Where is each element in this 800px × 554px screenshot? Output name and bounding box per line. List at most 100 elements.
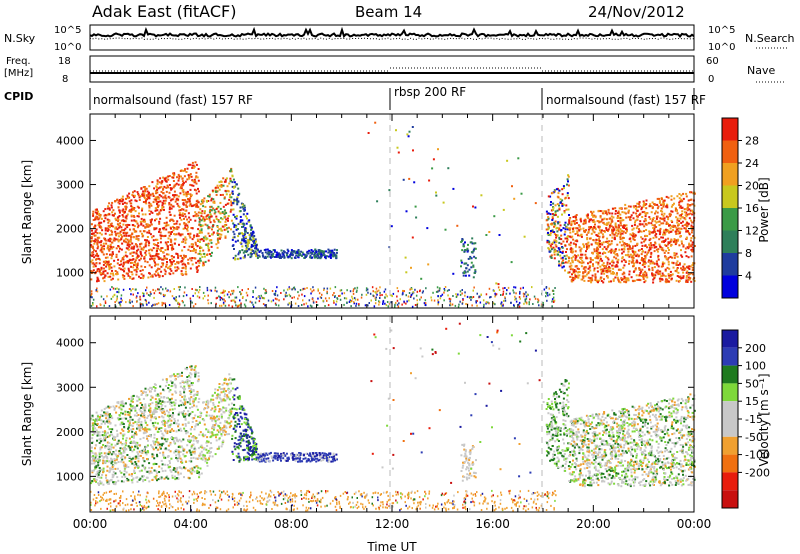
p-cell — [222, 205, 225, 208]
p-cell — [149, 275, 152, 278]
p-cell — [504, 299, 507, 302]
p-cell — [192, 215, 195, 218]
p-cell — [91, 292, 93, 295]
p-cell — [686, 203, 689, 206]
v-cell — [130, 395, 133, 398]
p-cell — [162, 187, 165, 190]
p-cell — [192, 249, 194, 252]
p-cell — [116, 291, 118, 293]
p-cell — [315, 255, 318, 258]
p-cell — [272, 299, 275, 302]
p-cell — [333, 254, 336, 256]
p-cell — [564, 261, 567, 264]
p-cell — [614, 212, 617, 215]
p-cell — [102, 298, 105, 301]
p-cell — [90, 223, 93, 226]
p-cell — [634, 219, 637, 222]
p-cell — [227, 190, 230, 193]
p-cell — [435, 194, 438, 197]
p-cell — [574, 250, 577, 253]
p-cell — [191, 227, 194, 230]
p-cell — [186, 229, 189, 232]
p-cell — [90, 260, 93, 263]
p-cell — [177, 173, 180, 176]
power-colorbar-tick-label: 12 — [745, 225, 759, 238]
p-cell — [195, 163, 198, 166]
p-cell — [549, 250, 552, 253]
p-cell — [603, 230, 606, 232]
p-cell — [443, 291, 445, 294]
p-cell — [159, 177, 162, 180]
v-cell — [177, 413, 180, 416]
p-cell — [165, 243, 168, 246]
p-cell — [656, 197, 659, 200]
p-cell — [559, 264, 562, 267]
p-cell — [193, 247, 195, 250]
p-cell — [606, 261, 609, 264]
p-cell — [335, 303, 337, 306]
p-cell — [552, 191, 555, 194]
p-cell — [173, 288, 175, 290]
p-cell — [212, 219, 215, 222]
p-cell — [682, 265, 685, 268]
p-cell — [208, 211, 211, 214]
p-cell — [537, 301, 539, 304]
p-cell — [182, 301, 184, 304]
p-cell — [135, 230, 138, 233]
p-cell — [385, 304, 388, 307]
p-cell — [599, 225, 601, 228]
p-cell — [634, 234, 637, 237]
p-cell — [611, 264, 614, 267]
p-cell — [148, 194, 151, 197]
p-cell — [603, 217, 606, 220]
p-cell — [188, 204, 191, 207]
v-cell — [165, 378, 168, 381]
v-cell — [131, 450, 134, 453]
p-cell — [688, 273, 691, 276]
p-cell — [605, 269, 608, 272]
p-cell — [605, 248, 608, 250]
p-cell — [622, 230, 625, 233]
p-cell — [561, 266, 564, 269]
p-cell — [598, 241, 601, 244]
p-cell — [591, 228, 594, 231]
p-cell — [479, 295, 481, 298]
p-cell — [683, 263, 686, 266]
p-cell — [243, 250, 246, 253]
p-cell — [207, 200, 210, 202]
p-cell — [640, 258, 643, 261]
p-cell — [129, 259, 132, 262]
v-cell — [183, 410, 185, 412]
p-cell — [449, 300, 451, 303]
p-cell — [294, 257, 297, 259]
p-cell — [663, 212, 666, 215]
p-cell — [471, 296, 473, 299]
p-cell — [646, 253, 648, 256]
p-cell — [149, 248, 152, 251]
p-cell — [223, 294, 226, 297]
p-cell — [586, 236, 589, 239]
p-cell — [560, 242, 563, 245]
p-cell — [488, 287, 491, 290]
p-cell — [122, 265, 125, 268]
p-cell — [203, 197, 206, 200]
p-cell — [371, 286, 374, 289]
v-cell — [194, 397, 197, 400]
p-cell — [119, 222, 122, 225]
p-cell — [125, 272, 128, 275]
p-cell — [533, 295, 536, 298]
p-cell — [147, 294, 150, 296]
p-cell — [502, 287, 504, 290]
p-cell — [632, 270, 635, 273]
p-cell — [171, 198, 174, 201]
p-cell — [228, 291, 230, 293]
p-cell — [165, 258, 168, 260]
p-cell — [602, 281, 605, 284]
p-cell — [208, 219, 211, 222]
p-cell — [113, 239, 116, 242]
p-cell — [167, 178, 170, 181]
p-cell — [622, 225, 625, 227]
p-cell — [567, 175, 570, 178]
p-cell — [194, 288, 197, 291]
p-cell — [111, 211, 114, 214]
